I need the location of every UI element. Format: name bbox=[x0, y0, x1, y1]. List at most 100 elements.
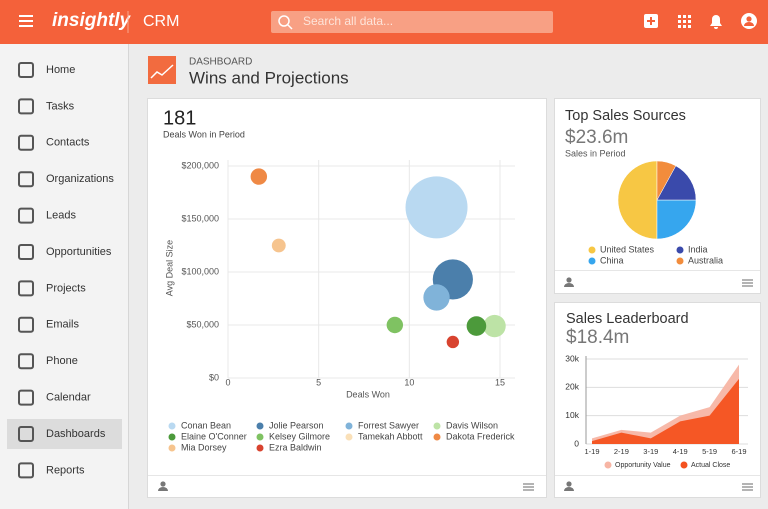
bubble bbox=[446, 335, 460, 349]
x-tick-label: 5 bbox=[316, 377, 321, 387]
legend-label: Kelsey Gilmore bbox=[269, 431, 330, 441]
legend-swatch bbox=[345, 433, 353, 441]
legend-label: Actual Close bbox=[691, 462, 730, 469]
legend-label: Ezra Baldwin bbox=[269, 442, 322, 452]
bubble bbox=[405, 176, 468, 239]
legend-label: Tamekah Abbott bbox=[358, 431, 423, 441]
nav-icon bbox=[18, 389, 34, 406]
nav-item[interactable]: Dashboards bbox=[46, 428, 106, 440]
menu-button[interactable] bbox=[19, 15, 33, 27]
nav-item[interactable]: Phone bbox=[46, 355, 78, 367]
legend-swatch bbox=[604, 461, 612, 469]
x-tick-label: 6-19 bbox=[731, 447, 746, 456]
bubble bbox=[423, 284, 450, 311]
nav-item[interactable]: Leads bbox=[46, 210, 76, 222]
pie-slice bbox=[656, 160, 677, 201]
legend-label: Forrest Sawyer bbox=[358, 420, 419, 430]
legend-label: Jolie Pearson bbox=[269, 420, 324, 430]
nav-icon bbox=[18, 244, 34, 260]
legend-swatch bbox=[256, 444, 264, 452]
legend-swatch bbox=[680, 461, 688, 469]
bubble bbox=[483, 314, 506, 338]
owner-icon[interactable] bbox=[564, 481, 574, 491]
card-title: Top Sales Sources bbox=[565, 108, 686, 124]
nav-item[interactable]: Home bbox=[46, 64, 75, 76]
legend-swatch bbox=[676, 246, 684, 254]
nav-item[interactable]: Projects bbox=[46, 282, 86, 294]
search-icon bbox=[278, 15, 290, 27]
x-tick-label: 2-19 bbox=[614, 447, 629, 456]
y-axis-label: Avg Deal Size bbox=[164, 240, 174, 296]
nav-icon bbox=[18, 280, 34, 297]
dashboard-icon bbox=[148, 56, 176, 84]
search-placeholder: Search all data... bbox=[303, 14, 393, 28]
legend-swatch bbox=[345, 422, 353, 430]
owner-icon[interactable] bbox=[158, 481, 168, 491]
search-box[interactable] bbox=[271, 11, 553, 33]
notifications-button[interactable] bbox=[710, 15, 722, 29]
list-icon[interactable] bbox=[742, 483, 753, 491]
profile-button[interactable] bbox=[741, 13, 757, 29]
nav-item[interactable]: Calendar bbox=[46, 392, 91, 404]
nav-selected bbox=[7, 419, 122, 449]
x-tick-label: 4-19 bbox=[673, 447, 688, 456]
legend-swatch bbox=[256, 433, 264, 441]
kpi-value: $23.6m bbox=[565, 127, 628, 148]
list-icon[interactable] bbox=[742, 279, 753, 287]
legend-label: Mia Dorsey bbox=[181, 442, 227, 452]
y-tick-label: $0 bbox=[209, 372, 219, 382]
nav-item[interactable]: Reports bbox=[46, 464, 85, 476]
nav-icon bbox=[18, 426, 34, 442]
search-icon-handle bbox=[287, 24, 293, 30]
bubble bbox=[466, 316, 487, 336]
legend-swatch bbox=[168, 422, 176, 430]
apps-button[interactable] bbox=[678, 15, 691, 28]
y-tick-label: $200,000 bbox=[181, 160, 219, 170]
legend-label: Conan Bean bbox=[181, 420, 231, 430]
nav-icon bbox=[18, 353, 34, 370]
kpi-value: 181 bbox=[163, 107, 196, 129]
legend-swatch bbox=[168, 433, 176, 441]
section-label: DASHBOARD bbox=[189, 57, 252, 68]
x-tick-label: 15 bbox=[495, 377, 505, 387]
nav-item[interactable]: Tasks bbox=[46, 100, 75, 112]
nav-item[interactable]: Contacts bbox=[46, 137, 90, 149]
card-footer bbox=[148, 270, 760, 476]
pie-slice bbox=[656, 199, 697, 240]
y-tick-label: 10k bbox=[565, 410, 579, 420]
y-tick-label: 0 bbox=[574, 438, 579, 448]
nav-item[interactable]: Opportunities bbox=[46, 246, 112, 258]
legend-swatch bbox=[256, 422, 264, 430]
legend-swatch bbox=[433, 433, 441, 441]
nav-icon bbox=[18, 171, 34, 188]
legend-swatch bbox=[433, 422, 441, 430]
legend-swatch bbox=[676, 257, 684, 265]
owner-icon[interactable] bbox=[564, 277, 574, 287]
nav-item[interactable]: Emails bbox=[46, 319, 80, 331]
nav-icon bbox=[18, 207, 34, 224]
x-tick-label: 0 bbox=[225, 377, 230, 387]
logo[interactable]: insightly bbox=[52, 10, 132, 31]
dashboard-icon-line bbox=[150, 64, 174, 79]
pie-slice bbox=[617, 160, 658, 240]
add-button[interactable] bbox=[644, 14, 658, 28]
x-tick-label: 3-19 bbox=[643, 447, 658, 456]
nav-item[interactable]: Organizations bbox=[46, 173, 114, 185]
legend-label: China bbox=[600, 255, 624, 265]
nav-icon bbox=[18, 62, 34, 78]
y-tick-label: $100,000 bbox=[181, 266, 219, 276]
y-tick-label: $50,000 bbox=[186, 319, 219, 329]
nav-icon bbox=[18, 134, 34, 151]
app-name: CRM bbox=[143, 13, 179, 30]
bubble bbox=[271, 238, 286, 253]
x-axis-label: Deals Won bbox=[346, 389, 390, 399]
legend-label: India bbox=[688, 244, 708, 254]
legend-label: United States bbox=[600, 244, 655, 254]
legend-label: Dakota Frederick bbox=[446, 431, 515, 441]
nav: Home Tasks Contacts Organizations Leads Oppor… bbox=[7, 62, 122, 479]
legend-label: Davis Wilson bbox=[446, 420, 498, 430]
legend-swatch bbox=[168, 444, 176, 452]
nav-icon bbox=[18, 316, 34, 333]
list-icon[interactable] bbox=[523, 483, 534, 491]
